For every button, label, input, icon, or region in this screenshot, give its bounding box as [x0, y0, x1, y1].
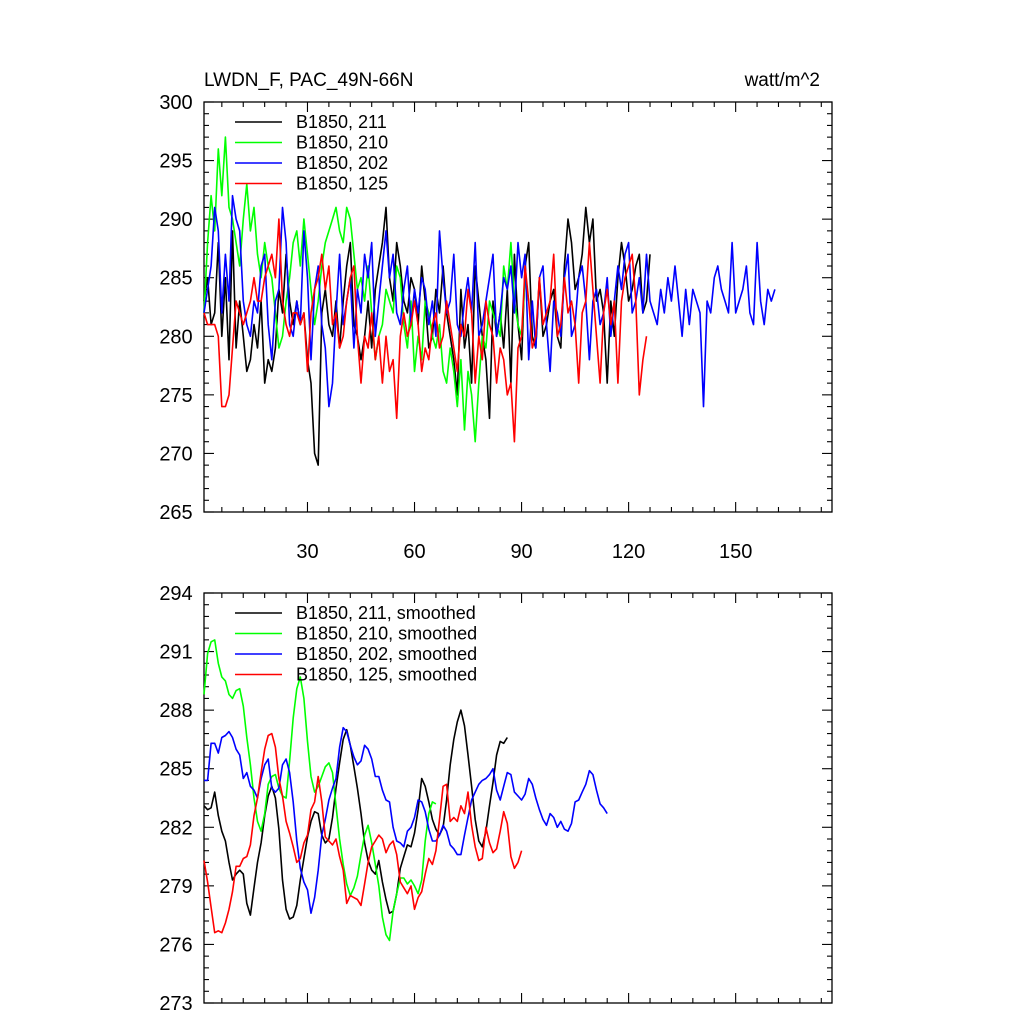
series-line — [203, 206, 651, 466]
x-tick-label: 120 — [612, 541, 645, 563]
y-tick-label: 279 — [159, 876, 192, 898]
y-tick-label: 285 — [159, 268, 192, 290]
legend-label: B1850, 211 — [296, 112, 387, 132]
plot-frame — [203, 592, 833, 1004]
x-tick-label: 90 — [510, 541, 532, 563]
y-tick-label: 288 — [159, 700, 192, 722]
y-tick-label: 282 — [159, 817, 192, 839]
y-tick-label: 265 — [159, 502, 192, 524]
y-tick-label: 275 — [159, 385, 192, 407]
x-tick-label: 150 — [719, 541, 752, 563]
legend-label: B1850, 211, smoothed — [296, 603, 476, 623]
series-line — [203, 218, 648, 443]
y-tick-label: 280 — [159, 326, 192, 348]
y-tick-label: 270 — [159, 443, 192, 465]
series-line — [203, 194, 776, 408]
series-line — [203, 136, 530, 443]
y-tick-label: 295 — [159, 151, 192, 173]
x-tick-label: 30 — [296, 541, 318, 563]
series-line — [204, 726, 608, 915]
legend-label: B1850, 125, smoothed — [296, 665, 477, 685]
y-tick-label: 285 — [159, 759, 192, 781]
chart-units: watt/m^2 — [744, 70, 820, 91]
series-line — [203, 732, 523, 934]
y-tick-label: 273 — [159, 993, 192, 1015]
series-line — [203, 709, 508, 920]
y-tick-label: 294 — [159, 583, 192, 605]
y-tick-label: 300 — [159, 92, 192, 114]
legend-label: B1850, 125 — [296, 174, 388, 194]
legend-label: B1850, 210 — [296, 133, 388, 153]
legend-label: B1850, 202 — [296, 153, 388, 173]
y-tick-label: 290 — [159, 209, 192, 231]
y-tick-label: 276 — [159, 934, 192, 956]
legend-label: B1850, 210, smoothed — [296, 624, 477, 644]
legend-label: B1850, 202, smoothed — [296, 644, 477, 664]
y-tick-label: 291 — [159, 642, 192, 664]
bottom-panel: 273 276 279 282 285 288 291 294 B1850, 211, smoo… — [159, 583, 833, 1015]
series-line — [203, 639, 437, 942]
top-panel: 265 270 275 280 285 290 295 300 30 60 90 120 150 B185… — [159, 92, 833, 563]
x-tick-label: 60 — [403, 541, 425, 563]
chart-title: LWDN_F, PAC_49N-66N — [204, 70, 413, 91]
